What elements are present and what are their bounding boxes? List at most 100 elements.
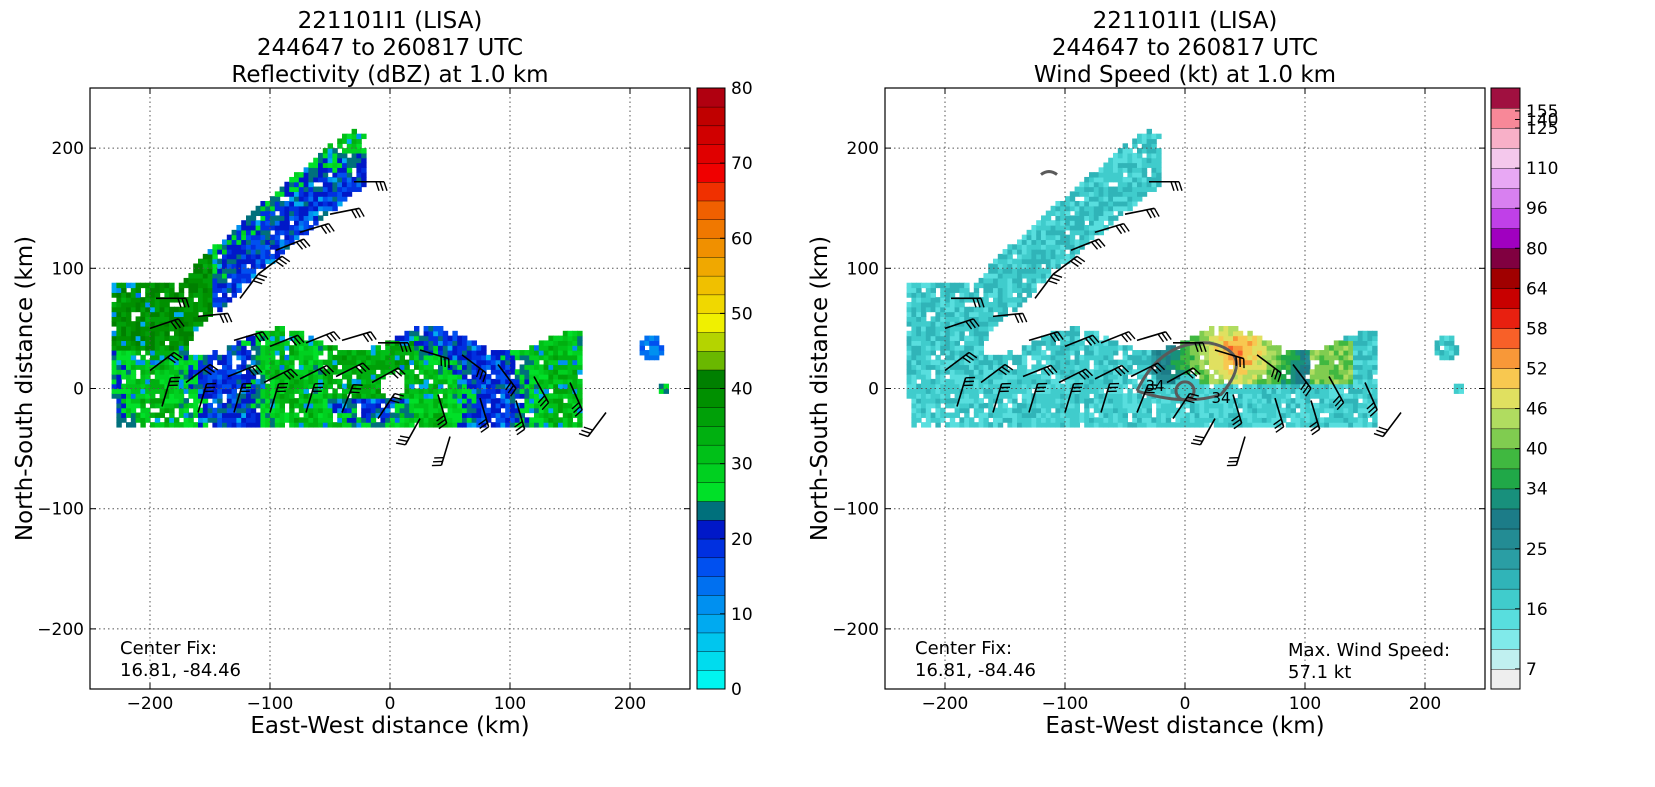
field-cell (1132, 417, 1138, 423)
field-cell (1324, 374, 1330, 380)
field-cell (558, 354, 564, 361)
field-cell (1137, 133, 1143, 140)
field-cell (1439, 335, 1445, 342)
field-cell (1156, 388, 1162, 394)
field-cell (945, 330, 951, 337)
field-cell (1362, 407, 1368, 414)
field-cell (255, 417, 261, 423)
field-cell (1218, 412, 1224, 418)
field-cell (222, 244, 228, 250)
field-cell (318, 345, 324, 351)
wind-barb (1094, 364, 1130, 380)
field-cell (111, 350, 117, 356)
field-cell (562, 402, 569, 409)
field-cell (164, 297, 170, 303)
field-cell (270, 234, 276, 241)
field-cell (212, 388, 218, 394)
field-cell (476, 359, 482, 366)
field-cell (318, 364, 324, 370)
field-cell (241, 359, 247, 366)
field-cell (969, 330, 975, 337)
field-cell (1026, 244, 1032, 250)
field-cell (644, 340, 650, 346)
colorbar-swatch (696, 613, 726, 634)
field-cell (562, 422, 569, 428)
field-cell (313, 345, 319, 351)
field-cell (198, 359, 204, 366)
field-cell (945, 297, 951, 303)
field-cell (241, 258, 247, 265)
field-cell (993, 417, 999, 423)
field-cell (1319, 388, 1325, 394)
field-cell (930, 292, 936, 298)
field-cell (178, 369, 185, 375)
field-cell (514, 369, 521, 375)
field-cell (1098, 191, 1104, 197)
field-cell (1362, 378, 1368, 385)
x-tick-label: 100 (1289, 694, 1321, 714)
field-cell (572, 374, 578, 380)
field-cell (1122, 157, 1128, 164)
field-cell (236, 268, 242, 274)
field-cell (1353, 388, 1359, 394)
field-cell (260, 402, 266, 409)
field-cell (1439, 354, 1445, 361)
field-cell (1017, 258, 1023, 265)
colorbar-tick-label: 70 (731, 154, 753, 174)
field-cell (462, 388, 468, 394)
field-cell (510, 402, 516, 409)
field-cell (471, 393, 477, 399)
field-cell (1113, 422, 1119, 428)
field-cell (212, 249, 218, 255)
field-cell (949, 325, 956, 332)
field-cell (121, 383, 127, 390)
field-cell (949, 316, 956, 322)
field-cell (1050, 393, 1056, 399)
field-cell (1103, 369, 1109, 375)
field-cell (1314, 350, 1320, 356)
field-cell (993, 354, 999, 361)
field-cell (1026, 287, 1032, 293)
field-cell (322, 172, 329, 178)
field-cell (140, 297, 146, 303)
field-cell (447, 398, 453, 404)
field-cell (409, 359, 415, 366)
field-cell (462, 350, 468, 356)
field-cell (226, 249, 233, 255)
grid (885, 88, 1485, 689)
field-cell (1098, 422, 1104, 428)
field-cell (1026, 422, 1032, 428)
field-cell (988, 369, 994, 375)
field-cell (447, 359, 453, 366)
field-cell (553, 388, 559, 394)
field-cell (154, 350, 161, 356)
field-cell (202, 282, 209, 289)
field-cell (1146, 388, 1152, 394)
field-cell (1146, 359, 1152, 366)
field-cell (438, 350, 444, 356)
field-cell (169, 422, 175, 428)
field-cell (318, 157, 324, 164)
wind-barb (1136, 383, 1158, 413)
field-cell (423, 412, 429, 418)
field-cell (174, 292, 180, 298)
field-cell (562, 417, 569, 423)
field-cell (1060, 359, 1066, 366)
field-cell (447, 345, 453, 351)
field-cell (973, 393, 980, 399)
field-cell (1285, 369, 1292, 375)
field-cell (270, 359, 276, 366)
field-cell (433, 412, 439, 418)
field-cell (1180, 359, 1186, 366)
field-cell (178, 316, 185, 322)
field-cell (1113, 152, 1119, 159)
field-cell (250, 268, 257, 274)
field-cell (921, 350, 927, 356)
field-cell (116, 311, 122, 317)
field-cell (270, 225, 276, 231)
field-cell (346, 422, 353, 428)
field-cell (997, 292, 1004, 298)
field-cell (298, 181, 305, 188)
field-cell (1300, 422, 1306, 428)
field-cell (1156, 369, 1162, 375)
